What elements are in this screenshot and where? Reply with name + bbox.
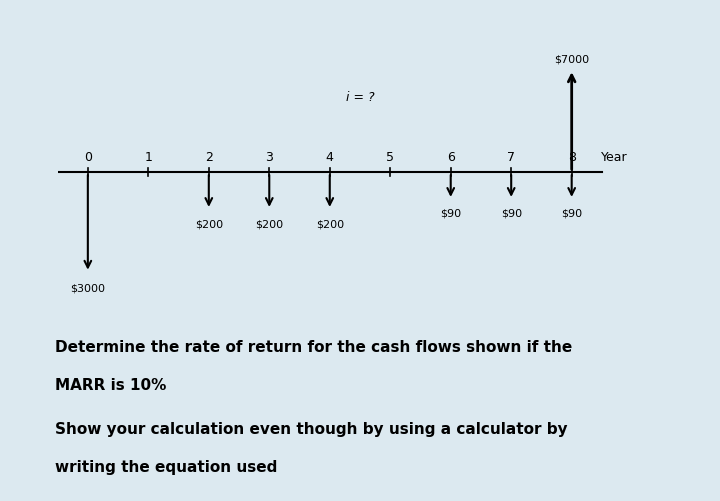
Text: $90: $90: [500, 208, 522, 218]
Text: 8: 8: [567, 151, 576, 164]
Text: 3: 3: [266, 151, 273, 164]
Text: $90: $90: [440, 208, 462, 218]
Text: Determine the rate of return for the cash flows shown if the: Determine the rate of return for the cas…: [55, 339, 572, 354]
Text: 0: 0: [84, 151, 92, 164]
Text: i = ?: i = ?: [346, 91, 374, 104]
Text: $7000: $7000: [554, 54, 589, 64]
Text: writing the equation used: writing the equation used: [55, 459, 278, 474]
Text: Year: Year: [600, 151, 627, 164]
Text: 7: 7: [507, 151, 516, 164]
Text: 4: 4: [326, 151, 333, 164]
Text: $200: $200: [255, 219, 284, 229]
Text: $3000: $3000: [71, 283, 105, 293]
Text: 5: 5: [386, 151, 395, 164]
Text: MARR is 10%: MARR is 10%: [55, 377, 167, 392]
Text: 2: 2: [205, 151, 212, 164]
Text: 1: 1: [145, 151, 152, 164]
Text: $200: $200: [194, 219, 223, 229]
Text: Show your calculation even though by using a calculator by: Show your calculation even though by usi…: [55, 421, 568, 436]
Text: 6: 6: [447, 151, 454, 164]
Text: $90: $90: [561, 208, 582, 218]
Text: $200: $200: [315, 219, 344, 229]
